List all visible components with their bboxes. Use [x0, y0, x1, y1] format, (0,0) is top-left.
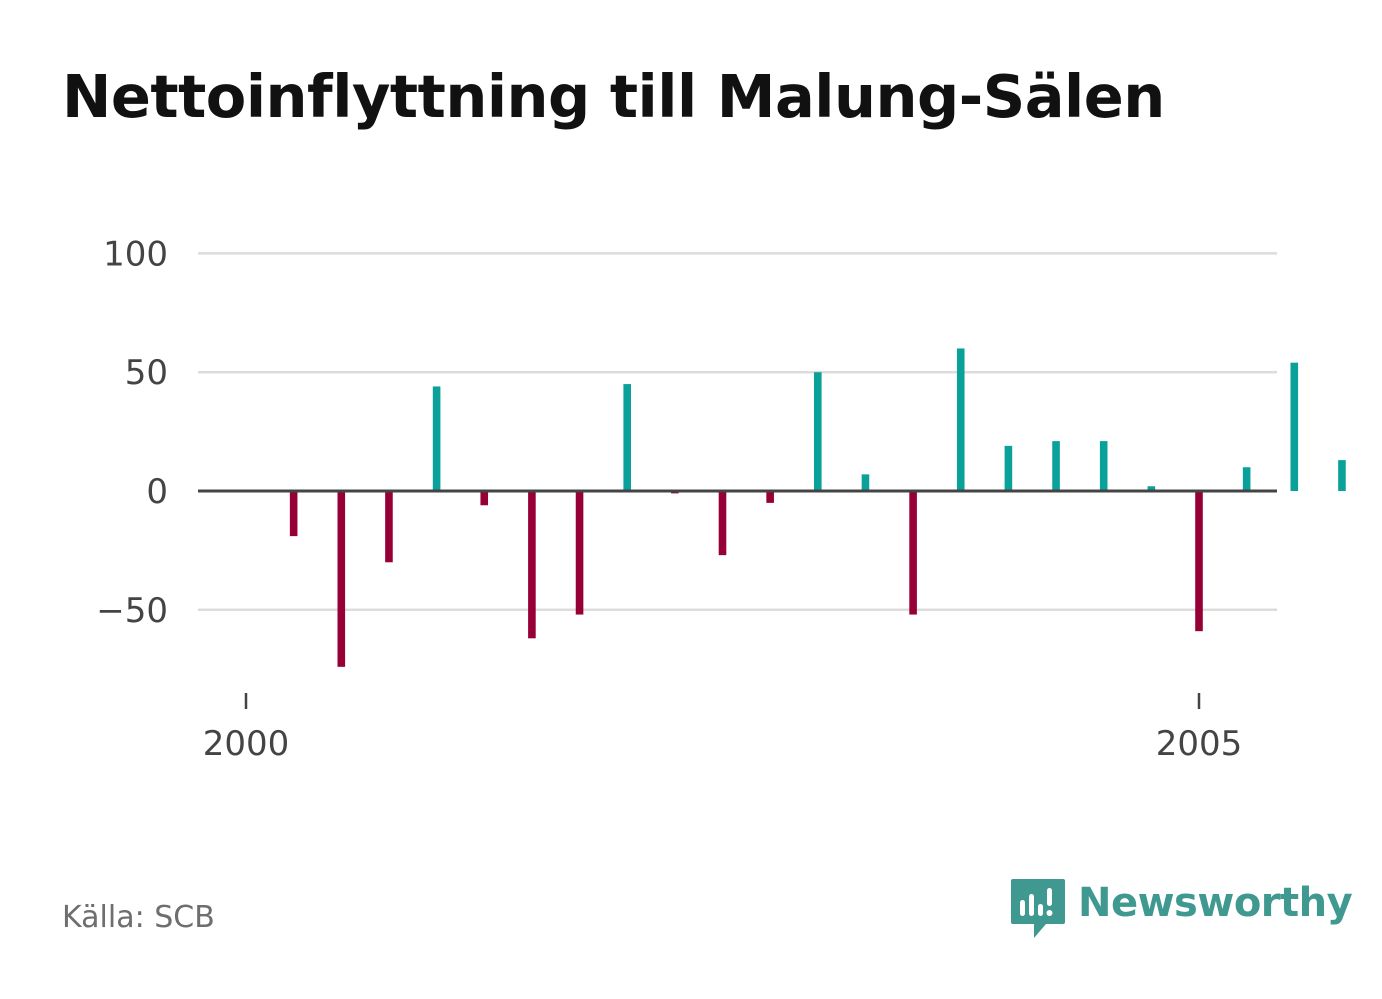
bar [1004, 445, 1013, 491]
bar [289, 491, 298, 537]
chart-title: Nettoinflyttning till Malung-Sälen [62, 62, 1165, 131]
bar [1290, 362, 1299, 491]
bar [909, 491, 917, 615]
bar [1099, 441, 1108, 491]
x-tick-label: 2000 [203, 724, 290, 764]
bar [861, 474, 870, 491]
y-tick-label: −50 [96, 591, 168, 631]
y-tick-label: 0 [146, 472, 168, 512]
bar [1052, 441, 1060, 491]
tick-labels: −50050100200020052010201520202025 [96, 234, 1243, 764]
y-tick-label: 100 [103, 234, 168, 274]
bar [1195, 491, 1203, 632]
bar [718, 491, 727, 556]
axes [198, 489, 1277, 709]
bar [1242, 467, 1251, 491]
bar [814, 372, 822, 491]
bar [528, 491, 536, 639]
bar [766, 491, 774, 503]
bar [1147, 486, 1156, 491]
brand-name: Newsworthy [1078, 880, 1353, 926]
bar [385, 491, 393, 563]
source-label: Källa: SCB [62, 900, 215, 935]
bar [623, 384, 631, 491]
y-tick-label: 50 [125, 353, 168, 393]
bar [1338, 460, 1346, 491]
bars [289, 348, 1346, 667]
bar [956, 348, 965, 491]
grid-lines [198, 252, 1277, 612]
bar [432, 386, 441, 491]
bar [337, 491, 346, 667]
bar [480, 491, 489, 506]
x-tick-label: 2005 [1156, 724, 1243, 764]
newsworthy-logo-icon [1011, 879, 1065, 938]
bar [575, 491, 584, 615]
